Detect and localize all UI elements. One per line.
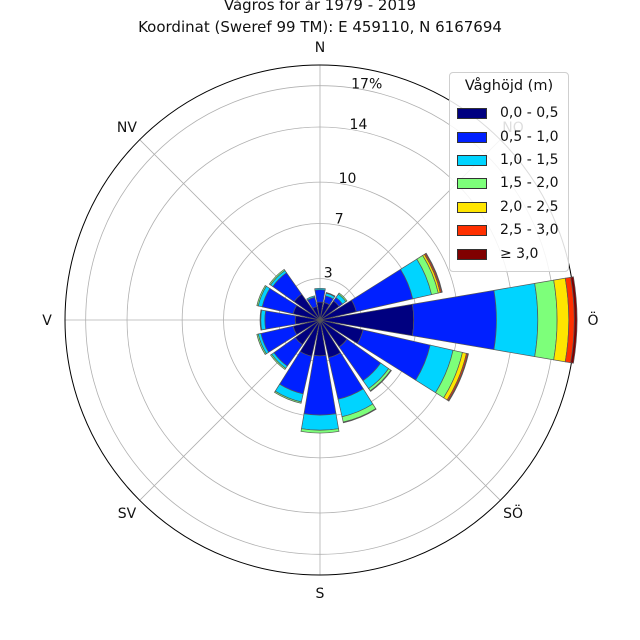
direction-label: N <box>315 40 325 56</box>
radial-tick-label: 3 <box>324 265 333 281</box>
legend-swatch <box>457 248 487 260</box>
wind-rose-bar-segment <box>369 369 392 392</box>
legend-label: ≥ 3,0 <box>500 246 539 262</box>
legend-label: 2,5 - 3,0 <box>500 222 559 238</box>
legend-label: 2,0 - 2,5 <box>500 199 559 215</box>
legend-swatch <box>457 177 487 189</box>
legend-entry: 2,0 - 2,5 <box>457 198 558 216</box>
wind-rose-bar-segment <box>300 428 340 434</box>
direction-label: V <box>42 313 52 329</box>
legend-swatch <box>457 107 487 119</box>
wind-rose-bar-segment <box>447 353 469 402</box>
wind-rose-bar-segment <box>337 292 348 303</box>
legend-label: 1,5 - 2,0 <box>500 175 559 191</box>
wind-rose-bar-segment <box>256 285 267 307</box>
wind-rose-bar-segment <box>259 309 262 331</box>
legend-entry: 1,0 - 1,5 <box>457 151 558 169</box>
wind-rose-bar-segment <box>270 353 287 370</box>
wind-rose-bars <box>256 252 578 434</box>
wind-rose-bar-segment <box>342 408 377 424</box>
chart-subtitle: Koordinat (Sweref 99 TM): E 459110, N 61… <box>138 18 502 36</box>
radial-tick-label: 7 <box>335 211 344 227</box>
wind-rose-bar-segment <box>314 289 326 303</box>
wind-rose-bar-segment <box>268 268 286 286</box>
radial-tick-label: 14 <box>350 117 368 133</box>
wind-rose-bar-segment <box>425 252 443 293</box>
wind-rose-bar-segment <box>411 289 497 351</box>
wind-rose-bar-segment <box>325 292 336 298</box>
legend-label: 0,5 - 1,0 <box>500 129 559 145</box>
wind-rose-bar-segment <box>570 276 578 364</box>
radial-tick-label: 10 <box>339 171 357 187</box>
legend-swatch <box>457 154 487 166</box>
legend-entry: 1,5 - 2,0 <box>457 174 558 192</box>
wind-rose-bar-segment <box>256 333 267 355</box>
wind-rose-bar-segment <box>351 268 414 313</box>
direction-label: SÖ <box>503 504 523 522</box>
direction-label: S <box>316 586 325 602</box>
legend-entry: 2,5 - 3,0 <box>457 221 558 239</box>
wind-rose-bar-segment <box>274 390 302 404</box>
legend-title: Våghöjd (m) <box>464 78 554 94</box>
legend-swatch <box>457 224 487 236</box>
legend-label: 0,0 - 0,5 <box>500 105 559 121</box>
legend-entry: 0,5 - 1,0 <box>457 128 558 146</box>
legend-swatch <box>457 201 487 213</box>
chart-title: Vågros för år 1979 - 2019 <box>223 0 417 14</box>
direction-label: NV <box>117 120 137 136</box>
legend: Våghöjd (m) 0,0 - 0,5 0,5 - 1,0 1,0 - 1,… <box>449 72 569 272</box>
legend-entry: ≥ 3,0 <box>457 245 538 263</box>
direction-label: Ö <box>587 311 598 329</box>
legend-entry: 0,0 - 0,5 <box>457 104 558 122</box>
radial-tick-label: 17% <box>351 76 382 92</box>
wind-rose-bar-segment <box>534 279 558 361</box>
wind-rose-bar-segment <box>301 413 339 431</box>
wind-rose-bar-segment <box>493 282 539 358</box>
wind-rose-bar-segment <box>314 287 326 291</box>
legend-swatch <box>457 131 487 143</box>
wind-rose-bar-segment <box>306 295 316 301</box>
legend-label: 1,0 - 1,5 <box>500 152 559 168</box>
direction-label: SV <box>118 506 137 522</box>
